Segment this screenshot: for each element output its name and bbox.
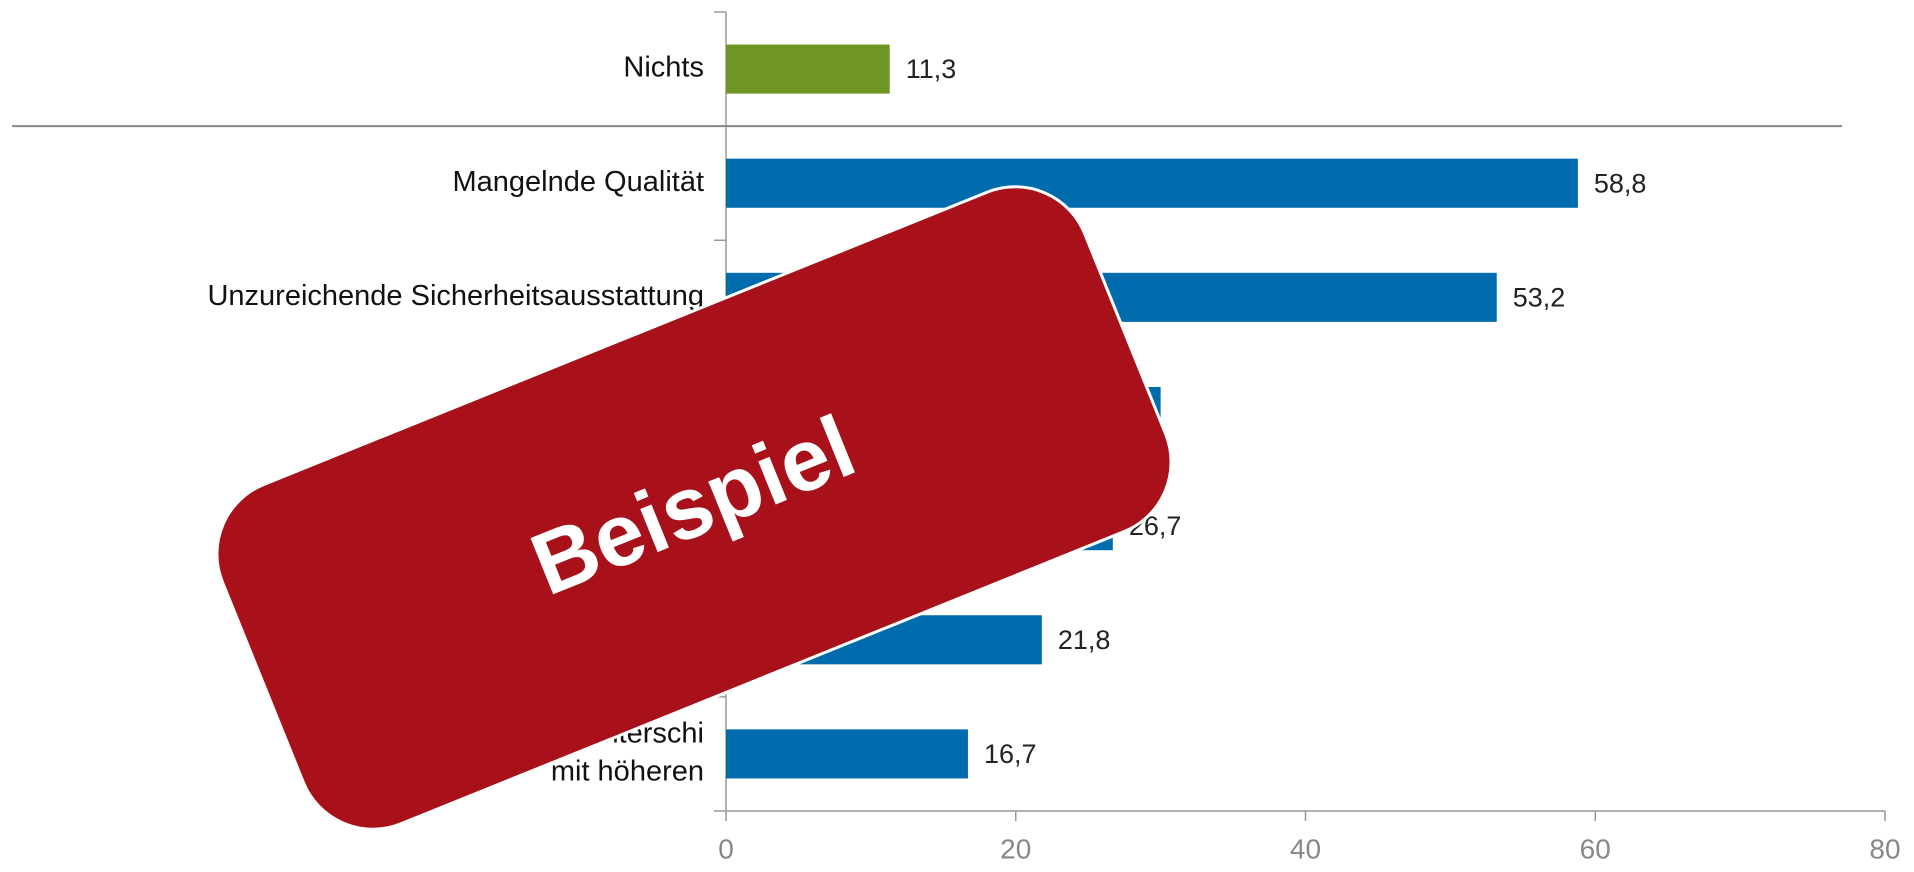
x-tick-label: 60	[1580, 833, 1611, 864]
value-label: 53,2	[1513, 282, 1566, 312]
value-label: 11,3	[906, 54, 957, 84]
bar	[726, 44, 890, 94]
category-label: Unzureichende Sicherheitsausstattung	[207, 280, 704, 312]
x-tick-label: 20	[1000, 833, 1031, 864]
x-tick-label: 80	[1869, 833, 1900, 864]
category-label: mit höheren	[551, 756, 704, 788]
stamp: Beispiel	[215, 185, 1173, 831]
value-label: 58,8	[1594, 168, 1647, 198]
value-label: 16,7	[984, 739, 1037, 769]
category-label: Nichts	[623, 52, 704, 84]
bar	[726, 729, 968, 779]
stamp-box	[215, 185, 1173, 831]
category-label: Mangelnde Qualität	[453, 166, 705, 198]
x-tick-label: 40	[1290, 833, 1321, 864]
bar	[726, 158, 1578, 208]
value-label: 21,8	[1058, 625, 1111, 655]
x-tick-label: 0	[718, 833, 734, 864]
